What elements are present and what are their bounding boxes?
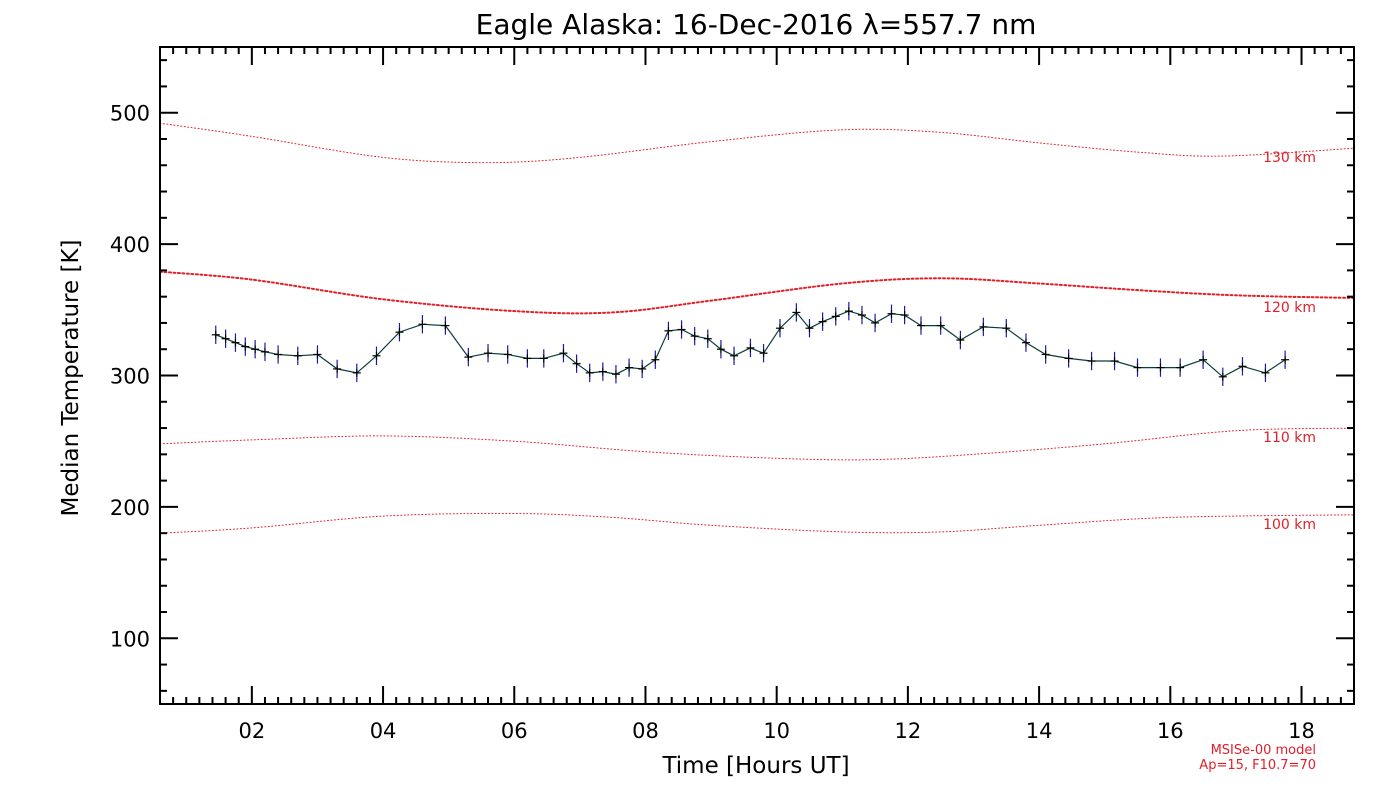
x-axis-label: Time [Hours UT] xyxy=(661,753,849,779)
data-series xyxy=(211,301,1290,387)
data-point xyxy=(313,345,322,364)
plot-frame xyxy=(159,46,1355,705)
model-curve-110-km xyxy=(159,427,1355,461)
data-point xyxy=(1238,357,1247,376)
data-line xyxy=(215,310,1286,378)
data-point xyxy=(871,313,880,333)
data-point xyxy=(211,325,220,344)
y-tick-label: 400 xyxy=(110,233,150,257)
data-point xyxy=(900,305,909,325)
model-curves: 130 km 120 km 110 km 100 km xyxy=(159,122,1355,534)
data-point xyxy=(221,329,230,348)
data-point xyxy=(730,346,739,365)
data-point xyxy=(805,318,814,338)
x-tick-label: 04 xyxy=(370,719,397,743)
data-point xyxy=(293,346,302,365)
data-point xyxy=(241,337,250,356)
data-point xyxy=(979,317,988,337)
model-curve-120-km xyxy=(159,270,1355,315)
data-point xyxy=(917,316,926,335)
x-tick-label: 14 xyxy=(1026,719,1053,743)
data-point xyxy=(559,343,568,363)
data-point xyxy=(759,343,768,363)
data-point xyxy=(775,318,784,338)
y-tick-label: 100 xyxy=(110,627,150,651)
x-tick-label: 12 xyxy=(895,719,922,743)
data-point xyxy=(231,333,240,352)
data-point xyxy=(484,343,493,363)
y-tick-label: 500 xyxy=(110,102,150,126)
data-point xyxy=(1156,358,1165,377)
data-point xyxy=(274,345,283,364)
data-point xyxy=(746,338,755,358)
data-point xyxy=(1041,345,1050,364)
data-point xyxy=(956,330,965,350)
y-tick-label: 200 xyxy=(110,496,150,520)
data-point xyxy=(503,345,512,364)
chart-title: Eagle Alaska: 16-Dec-2016 λ=557.7 nm xyxy=(476,8,1037,41)
data-point xyxy=(598,362,607,381)
data-point xyxy=(333,359,342,379)
data-point xyxy=(792,303,801,322)
data-point xyxy=(1133,358,1142,377)
data-point xyxy=(664,321,673,341)
data-point xyxy=(1021,333,1030,352)
data-point xyxy=(395,322,404,342)
data-point xyxy=(831,307,840,326)
data-point xyxy=(572,354,581,373)
model-label-110-km: 110 km xyxy=(1263,430,1316,446)
model-curve-100-km xyxy=(159,512,1355,534)
data-point xyxy=(703,329,712,348)
x-tick-label: 08 xyxy=(632,719,659,743)
data-point xyxy=(677,320,686,339)
model-footnote-line-1: MSISe-00 model xyxy=(1211,743,1316,758)
x-tick-label: 02 xyxy=(238,719,265,743)
y-axis-label: Median Temperature [K] xyxy=(58,240,84,517)
data-point xyxy=(1199,350,1208,369)
data-point xyxy=(1281,350,1290,369)
data-point xyxy=(352,363,361,383)
model-curve-130-km xyxy=(159,122,1355,164)
data-point xyxy=(638,359,647,379)
data-point xyxy=(651,350,660,369)
data-point xyxy=(1176,358,1185,377)
x-tick-label: 06 xyxy=(501,719,528,743)
data-point xyxy=(818,312,827,331)
model-label-130-km: 130 km xyxy=(1263,150,1316,166)
model-label-100-km: 100 km xyxy=(1263,517,1316,533)
model-footnote-line-2: Ap=15, F10.7=70 xyxy=(1199,758,1316,773)
data-point xyxy=(625,358,634,377)
plot-axes: 02 04 06 08 10 12 14 16 18 100 200 300 400 500 xyxy=(110,46,1355,743)
data-point xyxy=(1064,349,1073,368)
data-point xyxy=(539,349,548,368)
data-point xyxy=(857,305,866,325)
data-point xyxy=(464,347,473,367)
data-point xyxy=(611,364,620,384)
data-point xyxy=(1002,318,1011,338)
data-point xyxy=(441,316,450,335)
data-point xyxy=(585,363,594,383)
x-tick-label: 10 xyxy=(763,719,790,743)
data-point xyxy=(251,340,260,359)
data-point xyxy=(1087,351,1096,371)
data-point xyxy=(887,304,896,323)
data-point xyxy=(260,342,269,362)
model-label-120-km: 120 km xyxy=(1263,300,1316,316)
data-point xyxy=(690,326,699,346)
x-tick-label: 16 xyxy=(1157,719,1184,743)
data-point xyxy=(523,349,532,368)
data-point xyxy=(1110,351,1119,371)
data-point xyxy=(418,315,427,334)
data-point xyxy=(844,301,853,321)
data-point xyxy=(1261,363,1270,383)
data-point xyxy=(716,340,725,359)
x-tick-label: 18 xyxy=(1288,719,1315,743)
data-point xyxy=(1218,367,1227,387)
data-point xyxy=(936,316,945,335)
data-point xyxy=(372,346,381,365)
y-tick-label: 300 xyxy=(110,365,150,389)
